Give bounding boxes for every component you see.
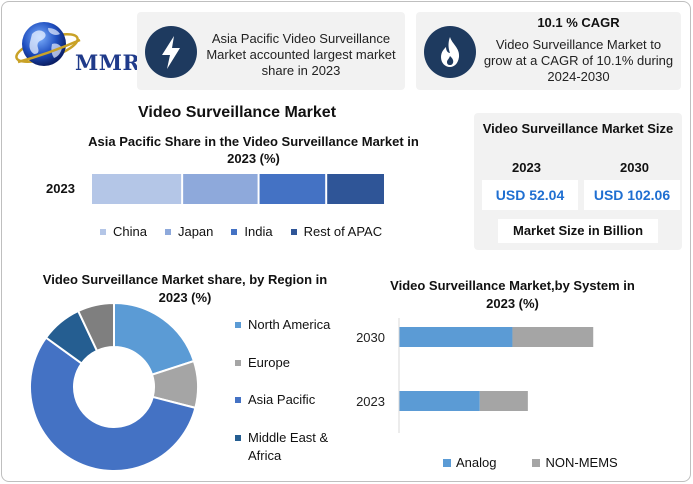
legend-swatch	[235, 435, 241, 441]
market-size-value-2030: USD 102.06	[584, 180, 680, 210]
apac-share-segment-rest-of-apac	[327, 174, 384, 204]
legend-label: NON-MEMS	[545, 455, 618, 470]
donut-slice-asia-pacific	[30, 336, 197, 471]
apac-share-chart-title: Asia Pacific Share in the Video Surveill…	[88, 134, 419, 166]
legend-swatch	[100, 228, 106, 235]
system-bar-non-mems-2023	[479, 391, 528, 411]
legend-item-europe: Europe	[235, 354, 345, 372]
logo-text: MMR	[75, 50, 141, 75]
apac-share-segment-japan	[183, 174, 258, 204]
legend-swatch	[164, 228, 171, 235]
legend-label: Rest of APAC	[303, 224, 383, 239]
market-size-year-2030: 2030	[620, 160, 649, 175]
system-category-label: 2023	[356, 394, 385, 409]
legend-item-north-america: North America	[235, 316, 345, 334]
legend-item-india: India	[231, 224, 273, 239]
legend-item-non-mems: NON-MEMS	[532, 455, 618, 470]
legend-swatch	[231, 228, 238, 235]
lightning-bolt-icon	[145, 26, 197, 78]
legend-item-japan: Japan	[164, 224, 214, 239]
market-size-panel: Video Surveillance Market Size 2023 2030…	[474, 113, 682, 250]
region-share-donut-chart	[30, 303, 198, 471]
system-share-legend: Analog NON-MEMS	[443, 455, 654, 470]
legend-swatch	[235, 322, 241, 328]
legend-label: Japan	[177, 224, 214, 239]
mmr-logo: MMR	[14, 14, 141, 80]
legend-item-middle-east-and-africa: Middle East & Africa	[235, 429, 345, 465]
apac-share-stacked-bar	[92, 174, 384, 204]
market-size-unit: Market Size in Billion	[498, 219, 658, 243]
legend-swatch	[235, 360, 241, 366]
legend-label: India	[244, 224, 273, 239]
globe-icon	[15, 22, 81, 66]
market-size-title: Video Surveillance Market Size	[482, 121, 674, 136]
highlight-box-cagr: 10.1 % CAGR Video Surveillance Market to…	[416, 12, 681, 90]
flame-icon	[424, 26, 476, 78]
system-bar-analog-2030	[399, 327, 513, 347]
legend-item-china: China	[100, 224, 147, 239]
apac-share-segment-china	[92, 174, 182, 204]
legend-swatch	[290, 228, 297, 235]
cagr-value: 10.1 % CAGR	[537, 15, 620, 30]
legend-label: Analog	[456, 455, 497, 470]
market-size-year-2023: 2023	[512, 160, 541, 175]
legend-label: Europe	[248, 355, 290, 370]
apac-share-legend: China Japan India Rest of APAC	[100, 224, 400, 239]
legend-label: China	[113, 224, 147, 239]
highlight-text-cagr: Video Surveillance Market to grow at a C…	[483, 37, 674, 84]
main-title: Video Surveillance Market	[138, 104, 337, 121]
system-category-label: 2030	[356, 330, 385, 345]
apac-share-year-label: 2023	[46, 181, 75, 196]
legend-item-analog: Analog	[443, 455, 496, 470]
system-share-bar-chart: 2030 2023	[356, 318, 594, 433]
legend-swatch	[443, 458, 451, 467]
legend-swatch	[235, 397, 241, 403]
donut-slice-other	[76, 303, 115, 353]
legend-label: North America	[248, 317, 331, 332]
highlight-text-asia-pacific: Asia Pacific Video Surveillance Market a…	[206, 31, 396, 78]
legend-item-rest-of-apac: Rest of APAC	[290, 224, 383, 239]
region-share-chart-title: Video Surveillance Market share, by Regi…	[42, 272, 328, 305]
market-size-value-2023: USD 52.04	[482, 180, 578, 210]
legend-swatch	[532, 458, 541, 467]
legend-label: Asia Pacific	[248, 392, 316, 407]
legend-item-asia-pacific: Asia Pacific	[235, 391, 345, 409]
apac-share-segment-india	[259, 174, 326, 204]
system-bar-analog-2023	[399, 391, 480, 411]
system-bar-non-mems-2030	[512, 327, 594, 347]
legend-label: Middle East & Africa	[248, 430, 329, 463]
highlight-box-asia-pacific: Asia Pacific Video Surveillance Market a…	[137, 12, 405, 90]
system-share-chart-title: Video Surveillance Market,by System in 2…	[390, 278, 635, 311]
